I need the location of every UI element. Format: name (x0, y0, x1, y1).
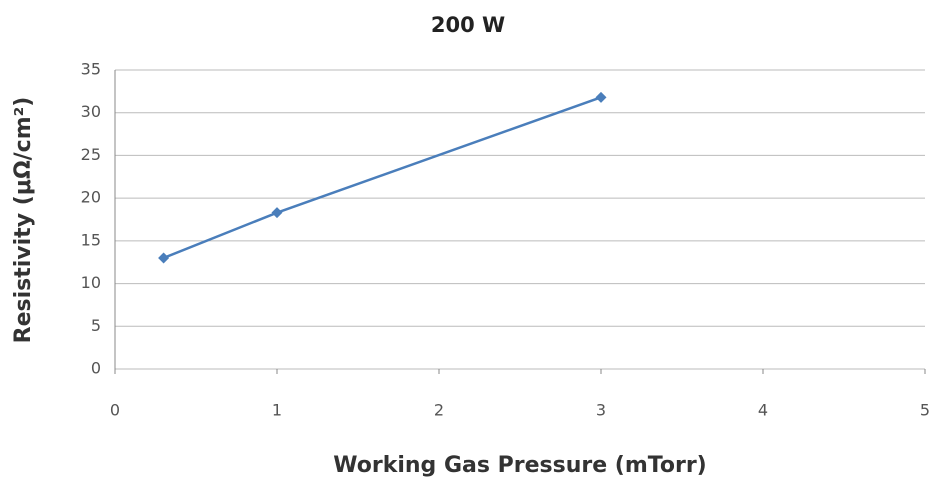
y-tick-label: 30 (81, 102, 101, 121)
marker (271, 207, 283, 219)
y-tick-label: 35 (81, 60, 101, 79)
y-tick-label: 0 (91, 359, 101, 378)
x-tick-label: 1 (272, 401, 282, 420)
marker (595, 91, 607, 103)
x-tick-label: 2 (434, 401, 444, 420)
x-tick-label: 4 (758, 401, 768, 420)
y-tick-label: 25 (81, 145, 101, 164)
x-tick-label: 0 (110, 401, 120, 420)
chart-title: 200 W (431, 13, 505, 37)
marker (158, 252, 170, 264)
y-axis-label: Resistivity (μΩ/cm²) (11, 97, 36, 344)
y-tick-label: 10 (81, 273, 101, 292)
x-tick-label: 5 (920, 401, 930, 420)
y-tick-label: 20 (81, 188, 101, 207)
x-tick-label: 3 (596, 401, 606, 420)
line (163, 96, 602, 260)
y-tick-label: 5 (91, 316, 101, 335)
y-tick-label: 15 (81, 230, 101, 249)
x-axis-label: Working Gas Pressure (mTorr) (333, 453, 706, 478)
